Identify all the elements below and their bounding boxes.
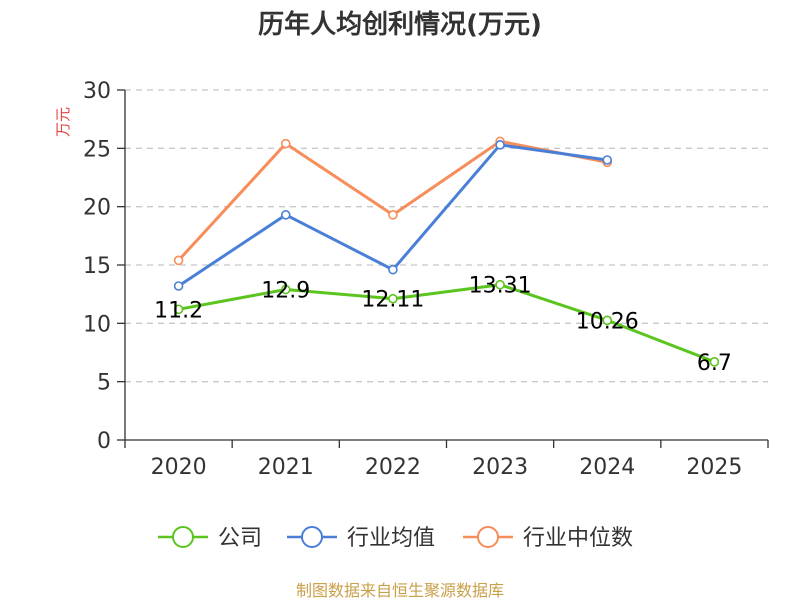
series-line [178,283,715,364]
data-point[interactable] [495,140,505,150]
legend-swatch-marker[interactable] [477,526,499,548]
data-label: 11.2 [154,298,203,323]
source-note: 制图数据来自恒生聚源数据库 [296,581,504,600]
legend-label[interactable]: 公司 [218,526,262,551]
data-point[interactable] [709,357,720,367]
data-point[interactable] [602,315,613,326]
data-point[interactable] [280,284,291,295]
data-point[interactable] [173,304,184,315]
y-tick-label: 30 [83,79,111,104]
legend-label[interactable]: 行业中位数 [523,526,633,551]
y-tick-label: 10 [83,312,111,337]
series-layer [173,136,720,367]
x-tick-label: 2021 [258,455,314,480]
y-tick-label: 15 [83,254,111,279]
data-label: 12.9 [261,279,310,304]
data-point[interactable] [602,155,613,165]
y-tick-label: 0 [97,429,111,454]
data-label: 10.26 [576,309,639,334]
legend-swatch-marker[interactable] [301,526,323,548]
y-axis-label: 万元 [54,107,72,137]
x-tick-label: 2022 [365,455,421,480]
data-point[interactable] [280,138,291,149]
data-point[interactable] [280,210,291,220]
data-point[interactable] [388,264,398,275]
chart-title: 历年人均创利情况(万元) [258,9,542,40]
data-point[interactable] [495,279,505,290]
data-label: 12.11 [361,288,424,313]
data-label: 13.31 [469,274,532,299]
data-point[interactable] [388,210,398,220]
x-tick-label: 2025 [686,455,742,480]
legend-label[interactable]: 行业均值 [347,526,435,551]
legend-swatch-marker[interactable] [172,526,194,548]
data-point[interactable] [173,281,184,291]
legend: 公司 行业均值 行业中位数 [158,526,633,551]
data-label: 6.7 [697,351,732,376]
data-point[interactable] [388,293,398,304]
data-point[interactable] [173,255,184,266]
y-tick-label: 20 [83,196,111,221]
x-tick-label: 2024 [579,455,635,480]
x-tick-label: 2023 [472,455,528,480]
data-label-layer: 11.2 12.9 12.11 13.31 10.26 6.7 [154,274,732,376]
x-tick-label: 2020 [151,455,207,480]
y-tick-label: 5 [97,371,111,396]
grid-layer [125,89,768,383]
y-tick-label: 25 [83,137,111,162]
